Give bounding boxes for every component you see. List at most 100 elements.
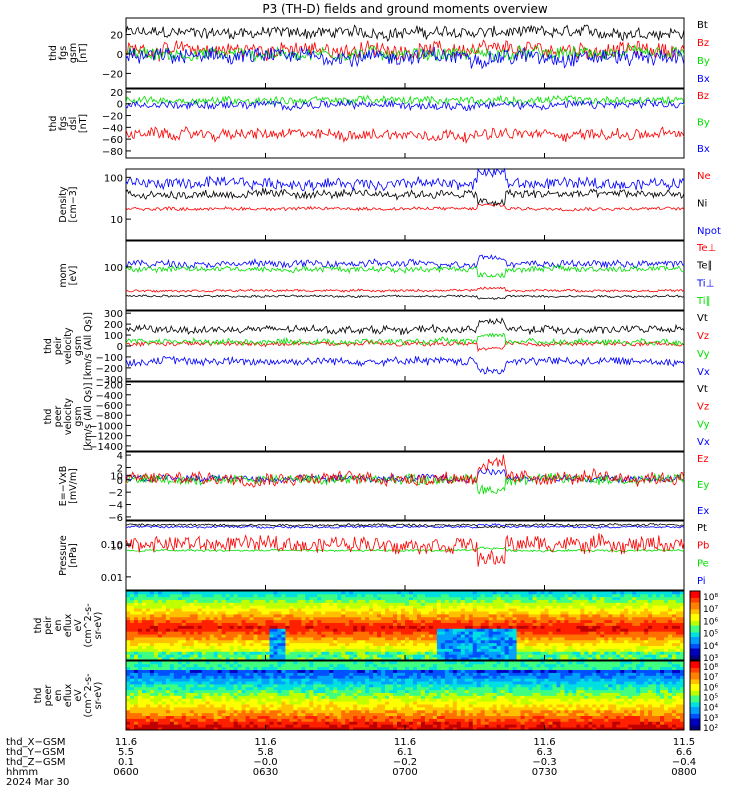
spectrogram-cell [230, 654, 234, 657]
spectrogram-cell [341, 724, 345, 727]
spectrogram-cell [664, 603, 668, 606]
spectrogram-cell [285, 628, 289, 631]
spectrogram-cell [437, 651, 441, 654]
spectrogram-cell [134, 614, 138, 617]
spectrogram-cell [214, 684, 218, 687]
spectrogram-cell [533, 637, 537, 640]
spectrogram-cell [178, 646, 182, 649]
spectrogram-cell [417, 620, 421, 623]
spectrogram-cell [289, 600, 293, 603]
spectrogram-cell [130, 597, 134, 600]
spectrogram-cell [572, 649, 576, 652]
spectrogram-cell [624, 654, 628, 657]
spectrogram-cell [345, 701, 349, 704]
spectrogram-cell [321, 605, 325, 608]
spectrogram-cell [126, 693, 130, 696]
spectrogram-cell [421, 643, 425, 646]
spectrogram-cell [206, 687, 210, 690]
spectrogram-cell [616, 646, 620, 649]
spectrogram-cell [457, 617, 461, 620]
spectrogram-cell [130, 719, 134, 722]
spectrogram-cell [493, 628, 497, 631]
spectrogram-cell [628, 600, 632, 603]
spectrogram-cell [190, 626, 194, 629]
spectrogram-cell [186, 684, 190, 687]
spectrogram-cell [313, 724, 317, 727]
spectrogram-cell [170, 724, 174, 727]
spectrogram-cell [134, 640, 138, 643]
spectrogram-cell [600, 617, 604, 620]
spectrogram-cell [656, 600, 660, 603]
spectrogram-cell [389, 605, 393, 608]
spectrogram-cell [226, 724, 230, 727]
spectrogram-cell [612, 640, 616, 643]
spectrogram-cell [365, 654, 369, 657]
spectrogram-cell [624, 605, 628, 608]
spectrogram-cell [624, 608, 628, 611]
spectrogram-cell [174, 675, 178, 678]
spectrogram-cell [238, 713, 242, 716]
spectrogram-cell [485, 617, 489, 620]
spectrogram-cell [266, 690, 270, 693]
spectrogram-cell [576, 594, 580, 597]
spectrogram-cell [357, 696, 361, 699]
spectrogram-cell [457, 626, 461, 629]
spectrogram-cell [333, 628, 337, 631]
spectrogram-cell [234, 678, 238, 681]
spectrogram-cell [564, 617, 568, 620]
spectrogram-cell [541, 603, 545, 606]
spectrogram-cell [556, 643, 560, 646]
spectrogram-cell [401, 631, 405, 634]
spectrogram-cell [505, 620, 509, 623]
spectrogram-cell [385, 603, 389, 606]
spectrogram-cell [425, 608, 429, 611]
spectrogram-cell [437, 603, 441, 606]
spectrogram-cell [313, 605, 317, 608]
spectrogram-cell [273, 681, 277, 684]
spectrogram-cell [560, 637, 564, 640]
spectrogram-cell [329, 675, 333, 678]
spectrogram-cell [273, 646, 277, 649]
spectrogram-cell [182, 719, 186, 722]
spectrogram-cell [238, 631, 242, 634]
spectrogram-cell [596, 649, 600, 652]
spectrogram-cell [477, 594, 481, 597]
spectrogram-cell [234, 713, 238, 716]
spectrogram-cell [134, 611, 138, 614]
spectrogram-cell [353, 667, 357, 670]
spectrogram-cell [202, 673, 206, 676]
spectrogram-cell [541, 617, 545, 620]
spectrogram-cell [345, 646, 349, 649]
spectrogram-cell [250, 701, 254, 704]
spectrogram-cell [341, 704, 345, 707]
spectrogram-cell [313, 678, 317, 681]
spectrogram-cell [138, 614, 142, 617]
spectrogram-cell [226, 721, 230, 724]
spectrogram-cell [146, 637, 150, 640]
spectrogram-cell [194, 623, 198, 626]
spectrogram-cell [453, 646, 457, 649]
spectrogram-cell [441, 594, 445, 597]
spectrogram-cell [214, 724, 218, 727]
spectrogram-cell [273, 719, 277, 722]
spectrogram-cell [556, 649, 560, 652]
spectrogram-cell [210, 701, 214, 704]
spectrogram-cell [389, 594, 393, 597]
spectrogram-cell [325, 603, 329, 606]
spectrogram-cell [361, 701, 365, 704]
spectrogram-cell [182, 637, 186, 640]
spectrogram-cell [138, 698, 142, 701]
spectrogram-cell [325, 670, 329, 673]
spectrogram-cell [425, 597, 429, 600]
spectrogram-cell [277, 684, 281, 687]
spectrogram-cell [341, 623, 345, 626]
spectrogram-cell [624, 628, 628, 631]
spectrogram-cell [660, 597, 664, 600]
spectrogram-cell [349, 684, 353, 687]
spectrogram-cell [202, 713, 206, 716]
spectrogram-cell [572, 634, 576, 637]
spectrogram-cell [521, 649, 525, 652]
spectrogram-cell [329, 651, 333, 654]
spectrogram-cell [349, 719, 353, 722]
